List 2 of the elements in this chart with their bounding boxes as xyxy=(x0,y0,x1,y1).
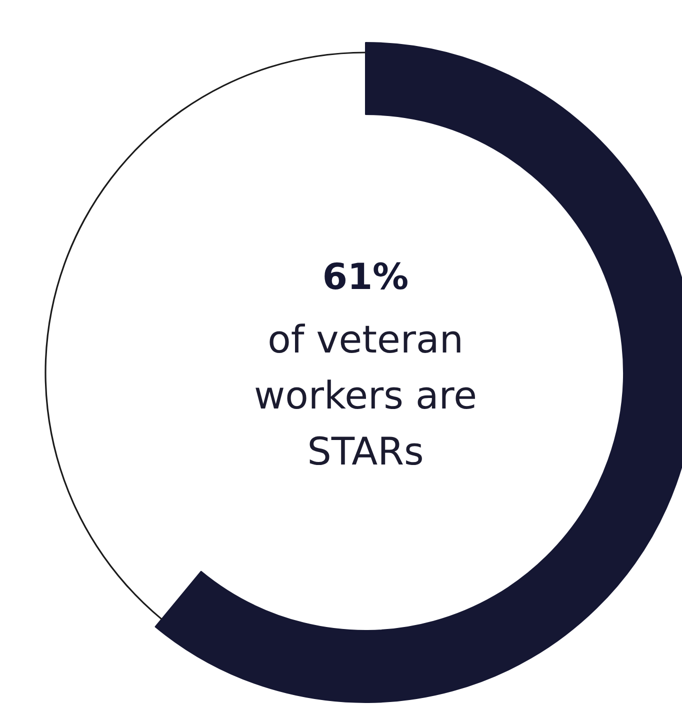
data-label: 61% xyxy=(322,257,409,298)
text: of veteran workers are STARs xyxy=(254,318,477,474)
